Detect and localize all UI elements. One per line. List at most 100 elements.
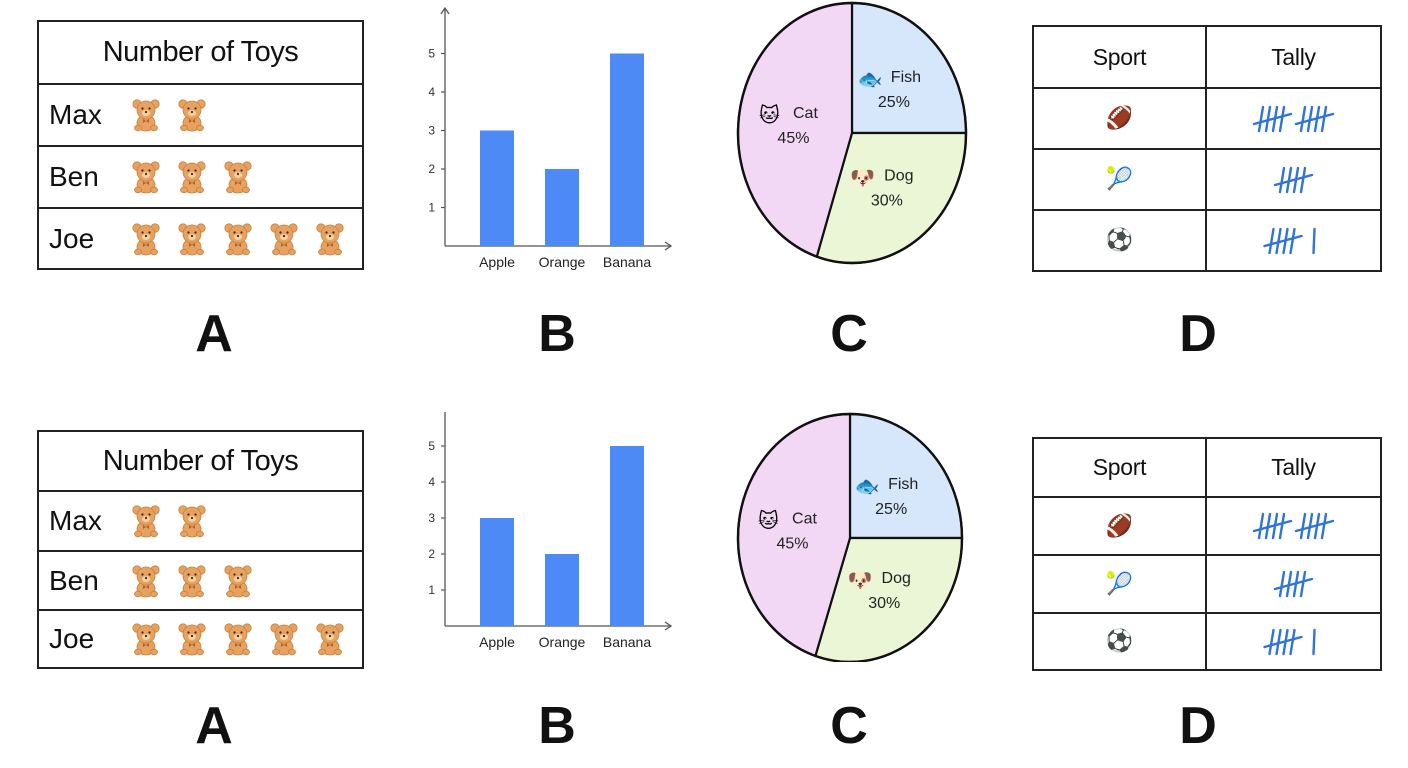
x-category-label: Apple (479, 634, 515, 650)
row-name: Max (49, 505, 102, 536)
tally-crossbar (1262, 234, 1303, 247)
tally-marks (1262, 628, 1316, 655)
label-a: A (195, 697, 233, 755)
bar (610, 53, 644, 246)
tally-crossbar (1273, 577, 1313, 591)
label-d: D (1179, 697, 1217, 755)
tally-crossbar (1252, 519, 1292, 533)
teddy-bear-icon (169, 98, 215, 132)
row-icons (123, 160, 261, 194)
pictograph-row: Joe (39, 611, 362, 667)
slice-percent: 25% (878, 94, 910, 111)
teddy-bear-icon (169, 622, 215, 656)
row-name: Ben (49, 564, 99, 596)
sport-cell: ⚽ (1034, 614, 1207, 669)
tally-marks (1252, 512, 1334, 540)
slice-label: Cat (793, 105, 818, 122)
teddy-bear-icon (169, 160, 215, 194)
tally-stroke (1320, 512, 1327, 540)
slice-percent: 30% (871, 193, 903, 210)
y-tick-label: 3 (428, 124, 435, 138)
pictograph-row: Max (39, 492, 362, 552)
tally-stroke (1257, 512, 1264, 540)
soccer-ball-icon: ⚽ (1105, 228, 1134, 253)
y-tick-label: 2 (428, 162, 435, 176)
teddy-bear-icon (123, 98, 169, 132)
bar (610, 446, 644, 626)
tally-crossbar (1294, 519, 1334, 533)
tally-stroke (1278, 166, 1285, 193)
teddy-bear-icon (123, 622, 169, 656)
sport-header: Sport (1034, 27, 1207, 89)
slice-label: Fish (891, 69, 921, 86)
tally-header: Tally (1207, 27, 1380, 89)
dog-icon: 🐶 (850, 168, 875, 190)
x-category-label: Orange (539, 254, 586, 270)
tally-stroke (1299, 166, 1306, 193)
tally-cell (1207, 89, 1380, 150)
dog-icon: 🐶 (848, 570, 873, 592)
sport-cell: 🎾 (1034, 556, 1207, 614)
teddy-bear-icon (215, 622, 261, 656)
row-icons (123, 222, 353, 256)
tally-stroke (1267, 628, 1275, 655)
tally-crossbar (1273, 173, 1313, 186)
teddy-bear-icon (215, 564, 261, 598)
slice-label: Dog (882, 570, 911, 587)
sport-cell: 🏈 (1034, 89, 1207, 150)
tennis-ball-icon: 🎾 (1105, 167, 1134, 192)
pictograph-table: Number of Toys Max Ben Joe (37, 430, 364, 669)
label-c: C (830, 697, 868, 755)
teddy-bear-icon (169, 222, 215, 256)
row-name: Joe (49, 623, 95, 654)
tally-stroke (1278, 512, 1285, 540)
row-icons (123, 622, 353, 656)
label-b: B (538, 305, 576, 363)
pictograph-row: Max (39, 85, 362, 147)
slice-percent: 45% (777, 130, 809, 147)
teddy-bear-icon (307, 622, 353, 656)
sport-cell: 🎾 (1034, 150, 1207, 211)
x-category-label: Banana (603, 634, 651, 650)
y-tick-label: 4 (428, 475, 435, 489)
tally-stroke (1278, 105, 1285, 132)
tally-marks (1262, 227, 1316, 254)
row-icons (123, 98, 215, 132)
worksheet-row-2: Number of Toys Max Ben Joe 1 2 3 4 5 Apple Ora… (0, 384, 1408, 768)
y-tick-label: 1 (428, 583, 435, 597)
tally-stroke (1299, 105, 1306, 132)
teddy-bear-icon (123, 504, 169, 538)
teddy-bear-icon (261, 222, 307, 256)
bar (545, 169, 579, 246)
pictograph-table: Number of Toys Max Ben Joe (37, 20, 364, 270)
tally-table: Sport Tally 🏈 🎾 ⚽ (1032, 25, 1382, 272)
football-icon: 🏈 (1105, 106, 1134, 131)
slice-label: Fish (888, 476, 918, 493)
teddy-bear-icon (169, 564, 215, 598)
teddy-bear-icon (123, 222, 169, 256)
x-category-label: Apple (479, 254, 515, 270)
tally-cell (1207, 211, 1380, 270)
football-icon: 🏈 (1105, 513, 1134, 539)
tally-table: Sport Tally 🏈 🎾 ⚽ (1032, 437, 1382, 671)
label-b: B (538, 697, 576, 755)
x-category-label: Banana (603, 254, 651, 270)
y-tick-label: 1 (428, 201, 435, 215)
tally-stroke (1320, 105, 1327, 132)
tally-cell (1207, 556, 1380, 614)
worksheet-row-1: Number of Toys Max Ben Joe 1 2 3 4 5 Apple Ora… (37, 1, 1382, 363)
tally-stroke (1288, 227, 1296, 254)
y-tick-label: 3 (428, 511, 435, 525)
soccer-ball-icon: ⚽ (1105, 629, 1134, 654)
row-name: Ben (49, 161, 99, 192)
row-icons (123, 504, 215, 538)
tally-crossbar (1252, 112, 1292, 125)
bar (545, 554, 579, 626)
pictograph-title: Number of Toys (39, 432, 362, 492)
bar-chart: 1 2 3 4 5 Apple Orange Banana (428, 412, 673, 650)
tennis-ball-icon: 🎾 (1105, 571, 1134, 597)
label-c: C (830, 305, 868, 363)
tally-stroke (1257, 105, 1264, 132)
label-d: D (1179, 305, 1217, 363)
pie-chart: 🐟 Fish 25% 🐶 Dog 30% 🐱 Cat 45% (736, 412, 964, 662)
